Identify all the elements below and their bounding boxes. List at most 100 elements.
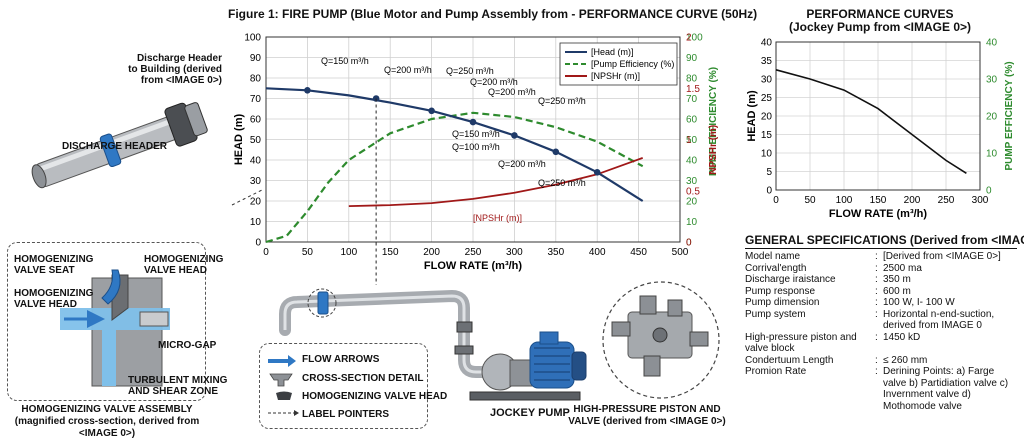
head-point (469, 118, 477, 126)
valve-port-right (689, 331, 709, 347)
y-tick-label: 80 (250, 74, 262, 85)
x-axis-label: FLOW RATE (m³/h) (424, 260, 522, 272)
npshr-annotation: [NPSHr (m)] (473, 213, 522, 223)
valve-head-icon (276, 391, 292, 400)
x-tick-label: 200 (423, 247, 440, 258)
series-npshr (348, 157, 644, 207)
y-tick-label: 0 (255, 238, 261, 249)
y2-tick-label: 90 (686, 53, 698, 64)
spec-value: [Derived from <IMAGE 0>] (883, 251, 1001, 262)
pipe-highlight (36, 109, 198, 173)
blue-motor (529, 341, 575, 389)
spec-key: Pump system (745, 308, 806, 320)
right-y-axis-label: HEAD (m) (746, 90, 758, 142)
point-annotation: Q=250 m³/h (446, 66, 494, 76)
point-annotation: Q=200 m³/h (384, 65, 432, 75)
motor-terminal-box (539, 331, 559, 345)
x-tick-label: 250 (465, 247, 482, 258)
right-x-tick: 200 (904, 195, 921, 206)
jockey-pump-illustration (279, 288, 587, 401)
spec-row: Pump system: Horizontal n-end-suction, de… (745, 309, 1017, 332)
right-y-tick: 10 (761, 149, 773, 160)
pipe-blue-coupling (317, 291, 329, 315)
y2-tick-label: 70 (686, 94, 698, 105)
pump-baseplate (469, 391, 581, 401)
detail-circle (307, 288, 337, 318)
right-y-tick: 15 (761, 130, 773, 141)
right-x-tick: 100 (836, 195, 853, 206)
spec-value: Horizontal n-end-suction, derived from I… (883, 308, 995, 332)
valve-port-top-2 (667, 299, 683, 317)
y-tick-label: 60 (250, 115, 262, 126)
spec-row: Pump dimension:100 W, I- 100 W (745, 297, 1017, 309)
x-tick-label: 450 (630, 247, 647, 258)
spec-separator: : (875, 262, 878, 274)
y2-tick-label: 20 (686, 197, 698, 208)
spec-key: Pump response (745, 285, 816, 297)
head-point (593, 169, 601, 176)
right-x-tick: 150 (870, 195, 887, 206)
spec-key: Discharge iraistance (745, 274, 836, 285)
spec-row: High-pressure piston and valve block:145… (745, 332, 1017, 355)
right-x-tick: 250 (938, 195, 955, 206)
head-point (511, 132, 518, 139)
valve-port-top (639, 295, 657, 315)
x-tick-label: 400 (589, 247, 606, 258)
piston-valve-illustration (611, 295, 709, 377)
specs-title: GENERAL SPECIFICATIONS (Derived from <IM… (745, 233, 1024, 247)
spec-key: Condertuum Length (745, 354, 834, 366)
hv-head-label-top: HOMOGENIZING VALVE HEAD (144, 254, 224, 276)
right-y2-tick: 20 (986, 112, 998, 123)
spec-separator: : (875, 366, 878, 377)
y-tick-label: 40 (250, 156, 262, 167)
y3-axis-label: NPSHr (m) (708, 125, 719, 175)
homogenizing-valve-box (7, 242, 206, 401)
right-y2-tick: 0 (986, 186, 992, 197)
x-tick-label: 150 (382, 247, 399, 258)
point-annotation: Q=200 m³/h (498, 159, 546, 169)
y-tick-label: 100 (244, 33, 261, 44)
legend-label: [Pump Efficiency (%) (591, 59, 674, 69)
legend-cross-section: CROSS-SECTION DETAIL (302, 373, 424, 384)
series-head (265, 87, 644, 202)
y2-tick-label: 80 (686, 74, 698, 85)
spec-row: Corrival'ength:2500 ma (745, 263, 1017, 275)
valve-port-left (611, 321, 631, 337)
spec-separator: : (875, 274, 878, 285)
right-y-tick: 25 (761, 93, 773, 104)
right-x-tick: 50 (804, 195, 816, 206)
plot-frame (265, 36, 681, 243)
head-point (428, 107, 435, 115)
cross-section-icon (269, 373, 293, 387)
spec-key: Model name (745, 251, 801, 262)
x-tick-label: 350 (547, 247, 564, 258)
spec-row: Model name: [Derived from <IMAGE 0>] (745, 251, 1017, 263)
pipe-flange (454, 345, 474, 355)
right-chart-title: PERFORMANCE CURVES (Jockey Pump from <IM… (788, 7, 972, 34)
discharge-header-label: DISCHARGE HEADER (62, 141, 168, 152)
turbulent-channel (102, 330, 116, 386)
x-tick-label: 0 (263, 247, 269, 258)
specs-rule (745, 248, 1017, 249)
right-y-tick: 5 (766, 167, 772, 178)
legend-icons (268, 355, 299, 416)
right-y2-axis-label: PUMP EFFICIENCY (%) (1004, 61, 1015, 170)
legend-label: [NPSHr (m)] (591, 71, 640, 81)
right-y2-tick: 30 (986, 75, 998, 86)
right-y-tick: 0 (766, 186, 772, 197)
motor-end-cap (571, 351, 587, 381)
right-y-tick: 40 (761, 38, 773, 49)
hv-seat-label: HOMOGENIZING VALVE SEAT (14, 254, 94, 276)
right-y-tick: 35 (761, 56, 773, 67)
homogenizing-valve-illustration (60, 269, 170, 387)
main-title: Figure 1: FIRE PUMP (Blue Motor and Pump… (228, 7, 758, 21)
y2-axis-label: PUMP EFFICIENCY (%) (708, 67, 719, 176)
spec-value: 2500 ma (883, 262, 922, 274)
point-annotation: Q=250 m³/h (538, 96, 586, 106)
spec-value: 100 W, I- 100 W (883, 297, 955, 308)
legend-valve-head: HOMOGENIZING VALVE HEAD (302, 391, 448, 402)
piston-caption: HIGH-PRESSURE PISTON AND VALVE (derived … (568, 404, 726, 427)
pipe-run-highlight (283, 294, 495, 374)
pipe-end (31, 164, 47, 189)
point-annotation: Q=200 m³/h (488, 87, 536, 97)
